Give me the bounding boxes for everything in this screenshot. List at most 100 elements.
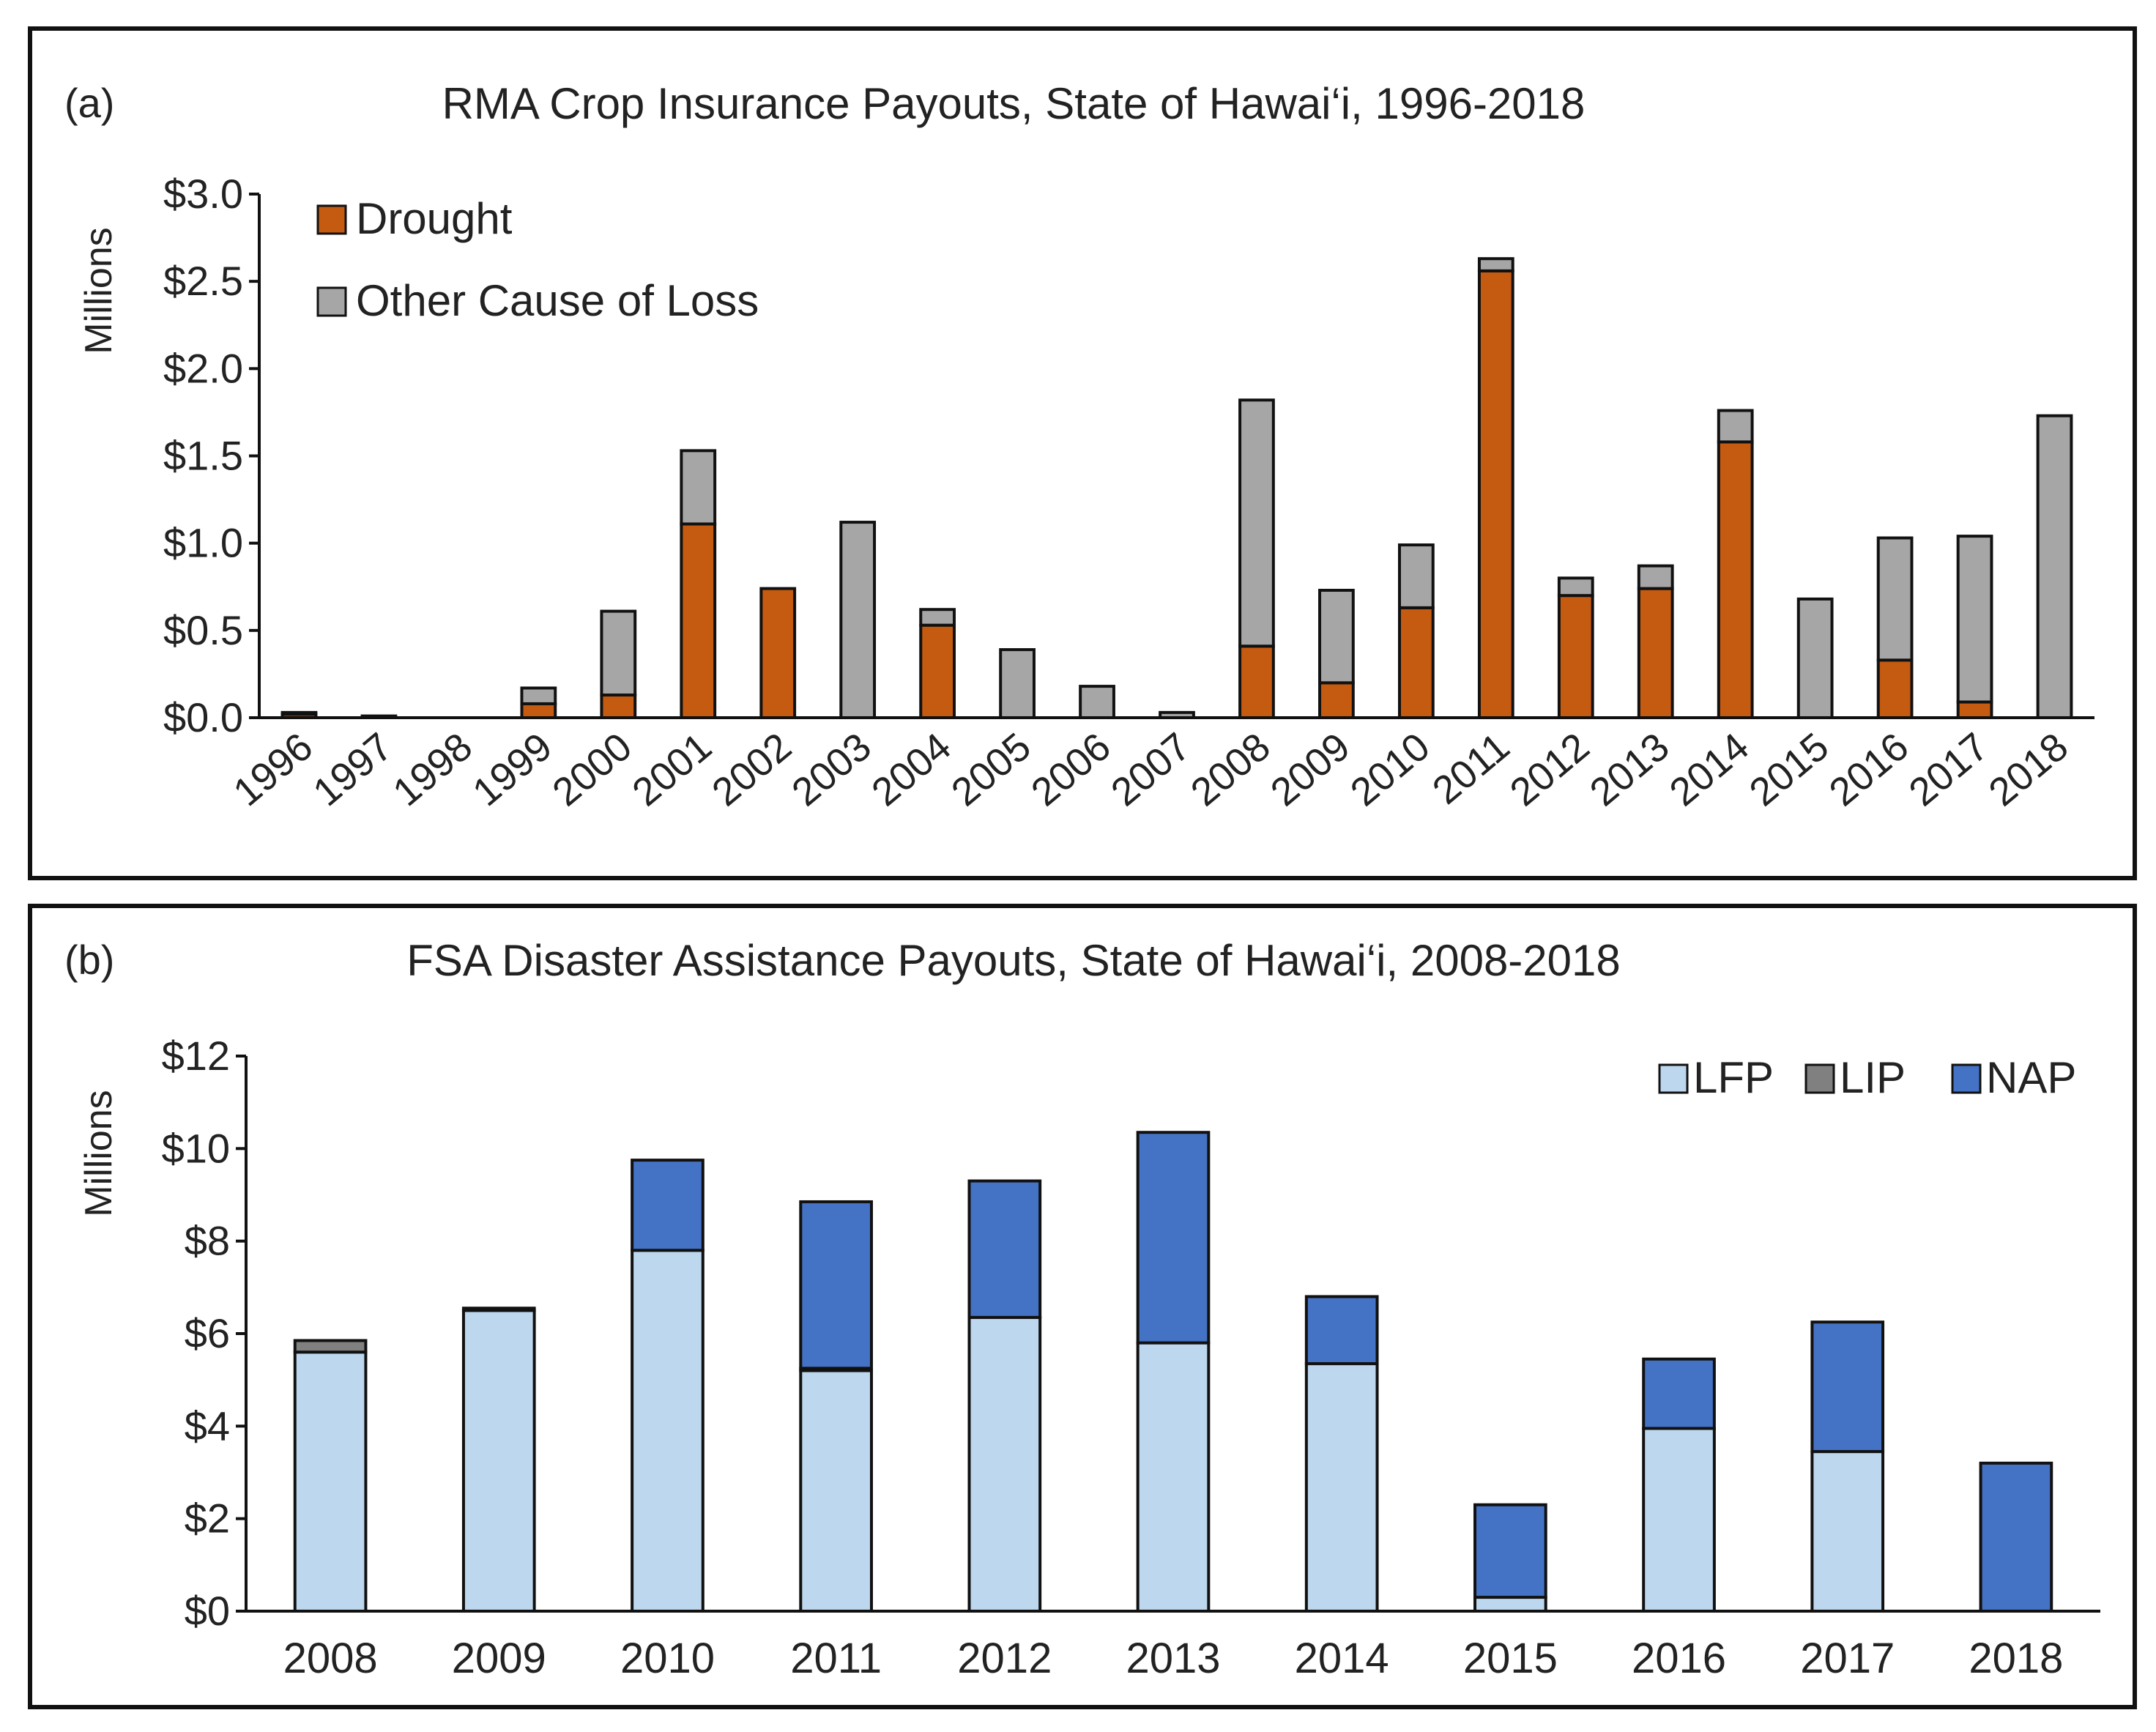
chart-a-legend-label: Other Cause of Loss [356, 276, 759, 325]
chart-a-bars [280, 257, 2073, 720]
chart-b-title: FSA Disaster Assistance Payouts, State o… [406, 936, 1621, 985]
chart-a-x-tick-label: 2014 [1662, 724, 1758, 814]
chart-b-legend-swatch-lfp [1658, 1063, 1689, 1094]
chart-b-legend-label: LIP [1840, 1053, 1906, 1102]
chart-b-bar-2016-nap [1642, 1357, 1716, 1430]
chart-b-x-tick-label: 2012 [957, 1635, 1052, 1682]
chart-a-bar-2006-other-cause-of-loss [1079, 685, 1115, 719]
chart-a-x-tick-label: 2006 [1023, 724, 1119, 814]
chart-b-bar-2008-lfp [293, 1350, 368, 1613]
chart-b-x-tick-label: 2016 [1632, 1635, 1726, 1682]
chart-b-x-tick-label: 2011 [790, 1635, 882, 1682]
chart-b-bar-2010-lfp [631, 1249, 705, 1613]
chart-b-y-tick-label: $10 [162, 1125, 230, 1171]
chart-a-x-tick-label: 1997 [305, 724, 401, 814]
chart-b-bar-2009-lip [461, 1307, 536, 1312]
chart-a-x-tick-label: 2005 [943, 724, 1039, 814]
chart-a-bar-1996-other-cause-of-loss [280, 710, 318, 716]
chart-a-y-tick-label: $1.5 [163, 433, 243, 479]
chart-a-bar-1997-other-cause-of-loss [360, 714, 398, 719]
chart-b-legend-label: LFP [1693, 1053, 1774, 1102]
chart-a-bar-2016-other-cause-of-loss [1876, 536, 1914, 662]
chart-b-y-tick-label: $6 [185, 1310, 230, 1356]
chart-a-bar-2008-drought [1238, 644, 1275, 719]
chart-b-bar-2015-lfp [1473, 1596, 1547, 1613]
chart-b-x-tick-label: 2014 [1295, 1635, 1389, 1682]
chart-b-bar-2013-lfp [1136, 1341, 1211, 1613]
chart-b-bar-2013-nap [1136, 1131, 1211, 1345]
chart-a-x-tick-label: 2002 [704, 724, 800, 814]
chart-b-x-tick-label: 2015 [1463, 1635, 1558, 1682]
chart-b-x-tick-label: 2010 [620, 1635, 715, 1682]
chart-b-y-tick-label: $8 [185, 1218, 230, 1264]
chart-b-bar-2012-lfp [967, 1315, 1042, 1613]
chart-a-x-tick-label: 2007 [1103, 724, 1199, 814]
chart-b-bar-2017-lfp [1810, 1450, 1885, 1613]
chart-a-bar-2000-drought [600, 694, 637, 719]
chart-a-x-tick-label: 2015 [1741, 724, 1837, 814]
chart-a-x-tick-label: 1999 [464, 724, 560, 814]
chart-b-y-tick-label: $2 [185, 1495, 230, 1542]
chart-b-y-axis-label: Millions [78, 1090, 120, 1216]
chart-b-bar-2012-nap [967, 1179, 1042, 1319]
chart-b-bar-2015-nap [1473, 1503, 1547, 1599]
chart-a-x-tick-label: 2001 [624, 724, 720, 814]
chart-a-y-tick-label: $3.0 [163, 171, 243, 217]
chart-a-bar-2013-drought [1637, 587, 1674, 720]
chart-a-bar-2015-other-cause-of-loss [1796, 597, 1834, 720]
chart-a-x-tick-label: 2008 [1183, 724, 1279, 814]
chart-a-y-axis-label: Millions [78, 227, 120, 354]
chart-b-x-tick-label: 2017 [1800, 1635, 1895, 1682]
chart-a-bar-2008-other-cause-of-loss [1238, 398, 1275, 648]
chart-b-x-tick-label: 2013 [1126, 1635, 1220, 1682]
chart-b-bar-2009-lfp [461, 1309, 536, 1613]
chart-b-x-tick-label: 2008 [283, 1635, 378, 1682]
chart-a-title: RMA Crop Insurance Payouts, State of Haw… [442, 79, 1586, 128]
chart-a-bar-2012-drought [1557, 594, 1594, 720]
chart-a-bar-1999-drought [520, 702, 557, 720]
chart-a-legend: Drought Other Cause of Loss [316, 194, 759, 325]
chart-a-x-tick-label: 2018 [1981, 724, 2077, 814]
chart-a-bar-2011-other-cause-of-loss [1477, 257, 1514, 272]
chart-a-bar-2010-other-cause-of-loss [1397, 543, 1435, 609]
chart-b-y-tick-label: $12 [162, 1033, 230, 1079]
chart-b-legend-swatch-lip [1804, 1063, 1835, 1094]
chart-a-legend-swatch-drought [316, 204, 347, 235]
chart-b-y-tick-label: $4 [185, 1402, 230, 1449]
chart-b-bar-2016-lfp [1642, 1427, 1716, 1613]
chart-b-bar-2011-nap [799, 1200, 873, 1370]
chart-a-x-tick-label: 2010 [1342, 724, 1438, 814]
chart-a-x-tick-label: 2003 [784, 724, 880, 814]
chart-a-bar-2010-drought [1397, 606, 1435, 719]
chart-b-legend: LFP LIP NAP [1658, 1053, 2076, 1102]
chart-b-bars [293, 1131, 2053, 1613]
chart-b-bar-2017-nap [1810, 1320, 1885, 1454]
chart-a-y-tick-label: $0.0 [163, 694, 243, 740]
chart-b-x-tick-label: 2018 [1969, 1635, 2063, 1682]
chart-b-bar-2018-nap [1979, 1461, 2053, 1613]
chart-a-x-tick-label: 2009 [1263, 724, 1358, 814]
chart-a-y-tick-label: $1.0 [163, 520, 243, 566]
chart-a-bar-2004-other-cause-of-loss [919, 608, 956, 627]
chart-a-bar-1999-other-cause-of-loss [520, 686, 557, 705]
chart-a-x-tick-label: 2016 [1821, 724, 1917, 814]
chart-a-x-tick-label: 2011 [1424, 724, 1518, 813]
chart-a-x-tick-label: 2017 [1901, 724, 1997, 814]
panel-a-label: (a) [64, 80, 114, 126]
chart-a-bar-2013-other-cause-of-loss [1637, 564, 1674, 590]
chart-a-bar-2000-other-cause-of-loss [600, 609, 637, 697]
chart-a-bar-2012-other-cause-of-loss [1557, 576, 1594, 598]
chart-b-bar-2010-nap [631, 1159, 705, 1252]
chart-a-y-tick-label: $0.5 [163, 607, 243, 653]
chart-b-bar-2014-nap [1304, 1295, 1379, 1366]
chart-a-bar-2011-drought [1477, 269, 1514, 720]
chart-a-x-tick-label: 2013 [1582, 724, 1678, 814]
chart-b-bar-2011-lfp [799, 1369, 873, 1613]
chart-b-bar-2014-lfp [1304, 1362, 1379, 1613]
chart-a-bar-2005-other-cause-of-loss [999, 648, 1036, 719]
chart-a-bar-2017-other-cause-of-loss [1956, 535, 1993, 704]
chart-a-bar-2001-drought [680, 522, 717, 719]
panel-a-rma-crop-insurance: (a) RMA Crop Insurance Payouts, State of… [28, 26, 2137, 880]
chart-a-legend-swatch-other-cause-of-loss [316, 286, 347, 317]
chart-a-svg: (a) RMA Crop Insurance Payouts, State of… [64, 79, 2094, 814]
